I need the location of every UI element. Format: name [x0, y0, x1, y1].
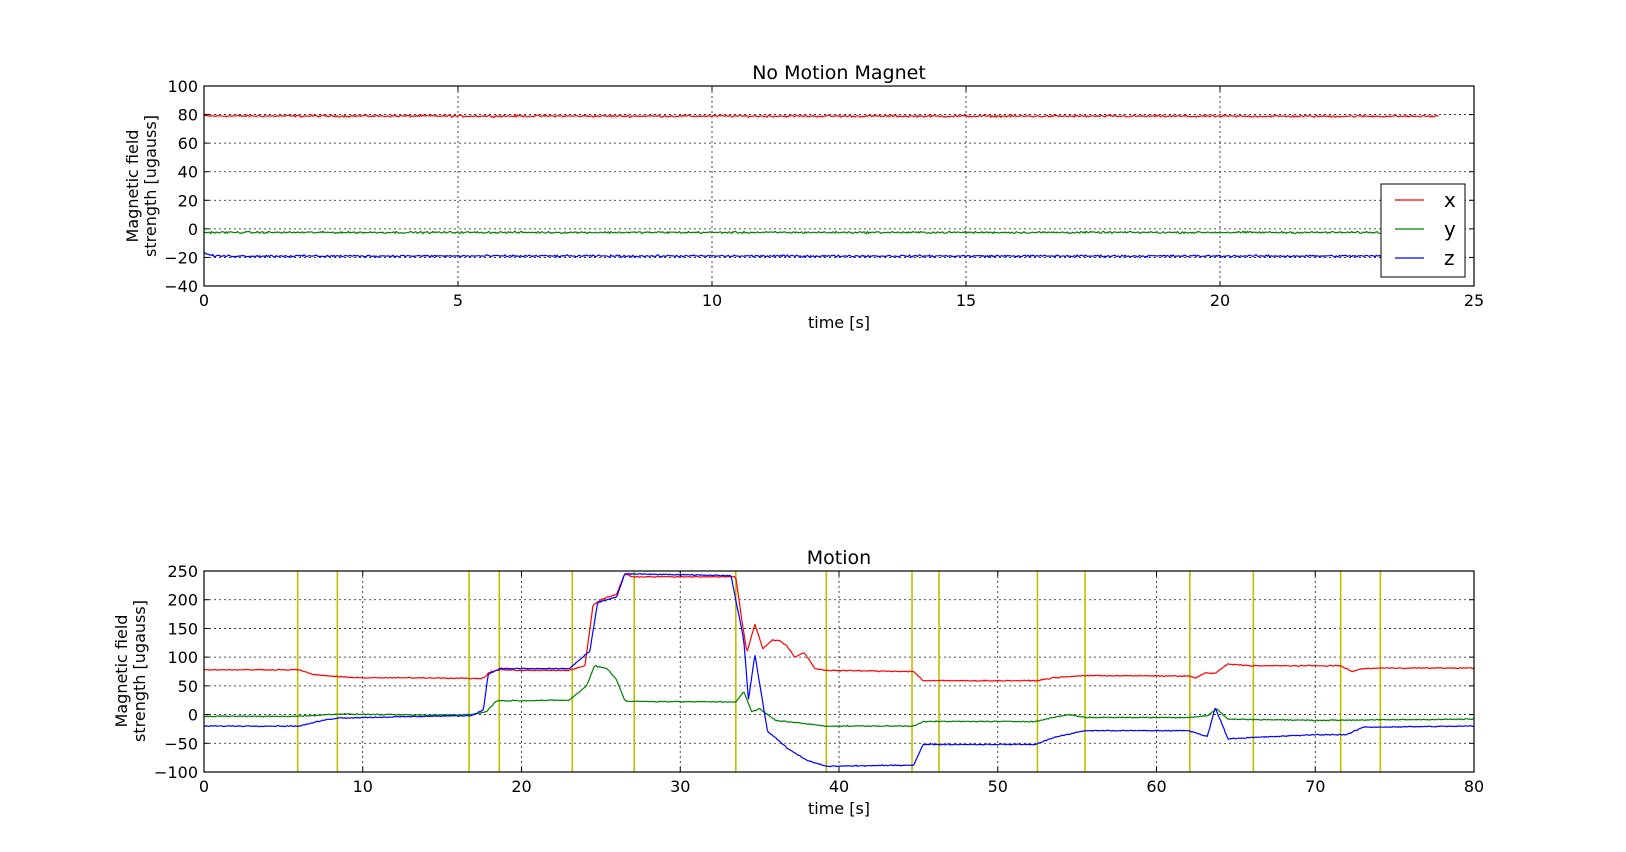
- chart-title: No Motion Magnet: [752, 62, 926, 84]
- y-axis-label-line2: strength [ugauss]: [130, 600, 149, 742]
- legend-label-x: x: [1444, 188, 1456, 212]
- plot-frame: [203, 85, 1475, 287]
- x-tick-label: 30: [670, 777, 690, 796]
- y-axis-label-line1: Magnetic field: [112, 615, 131, 728]
- y-tick-label: 20: [178, 191, 198, 210]
- y-tick-label: 200: [167, 591, 198, 610]
- y-tick-label: 40: [178, 163, 198, 182]
- x-tick-label: 80: [1464, 777, 1484, 796]
- y-tick-label: 100: [167, 648, 198, 667]
- x-tick-label: 20: [1210, 291, 1230, 310]
- series-line-y: [203, 665, 1475, 728]
- x-tick-label: 25: [1464, 291, 1484, 310]
- x-axis-label: time [s]: [808, 313, 870, 332]
- x-tick-label: 50: [988, 777, 1008, 796]
- series-line-z: [203, 572, 1475, 768]
- y-tick-label: −50: [164, 734, 198, 753]
- series-line-z: [203, 251, 1439, 258]
- y-tick-label: 0: [188, 220, 198, 239]
- y-tick-label: −40: [164, 277, 198, 296]
- x-tick-label: 60: [1146, 777, 1166, 796]
- y-tick-label: 150: [167, 619, 198, 638]
- y-tick-label: −100: [154, 763, 198, 782]
- chart-motion: 0 10 20 30 40 50 60 70 80−100−50050100150200250 …: [112, 547, 1484, 818]
- y-axis-label-line1: Magnetic field: [123, 130, 142, 243]
- x-axis-label: time [s]: [808, 799, 870, 818]
- y-tick-label: −20: [164, 248, 198, 267]
- x-tick-label: 10: [353, 777, 373, 796]
- x-tick-label: 40: [829, 777, 849, 796]
- legend-label-z: z: [1444, 246, 1455, 270]
- x-tick-label: 0: [199, 291, 209, 310]
- y-tick-label: 50: [178, 677, 198, 696]
- y-tick-label: 60: [178, 134, 198, 153]
- x-tick-label: 5: [453, 291, 463, 310]
- x-tick-label: 70: [1305, 777, 1325, 796]
- y-tick-label: 80: [178, 106, 198, 125]
- x-tick-label: 20: [511, 777, 531, 796]
- legend: x y z: [1380, 183, 1466, 278]
- y-tick-label: 0: [188, 706, 198, 725]
- series-line-x: [203, 573, 1475, 683]
- x-tick-label: 0: [199, 777, 209, 796]
- x-tick-label: 10: [702, 291, 722, 310]
- chart-no-motion-magnet: 0 5 10 15 20 25 −40 −20 0 20 40 60 80 100 No Motion M…: [123, 62, 1484, 332]
- chart-title: Motion: [807, 547, 871, 569]
- series-line-y: [203, 230, 1439, 235]
- x-tick-label: 15: [956, 291, 976, 310]
- y-tick-label: 100: [167, 77, 198, 96]
- y-axis-label-line2: strength [ugauss]: [141, 115, 160, 257]
- y-tick-label: 250: [167, 562, 198, 581]
- legend-label-y: y: [1444, 217, 1456, 241]
- series-line-x: [203, 114, 1439, 119]
